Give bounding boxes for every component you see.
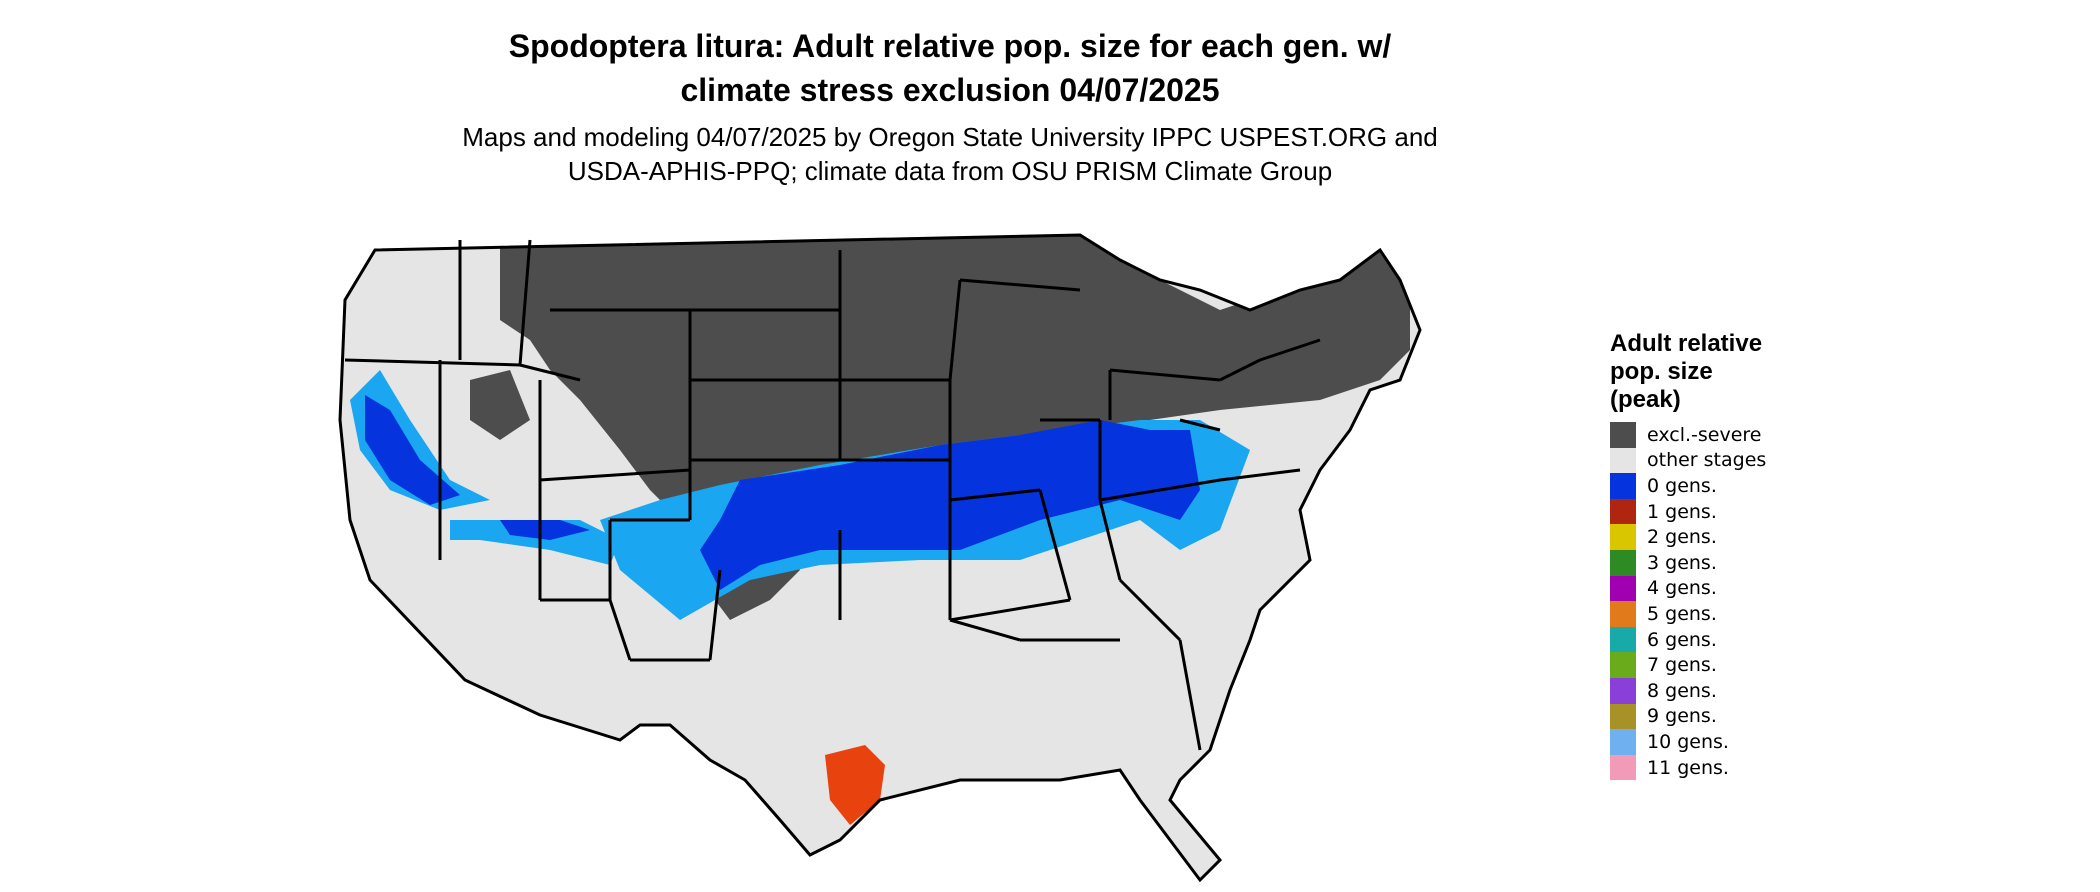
legend-label: 2 gens. — [1647, 526, 1717, 549]
legend-swatch — [1610, 652, 1636, 678]
legend-item: 7 gens. — [1610, 652, 1910, 678]
legend-title: Adult relative pop. size (peak) — [1610, 330, 1910, 414]
us-map — [338, 233, 1422, 883]
legend-swatch — [1610, 626, 1636, 653]
legend-label: other stages — [1647, 449, 1767, 472]
legend: Adult relative pop. size (peak) excl.-se… — [1610, 330, 1910, 781]
legend-item: excl.-severe — [1610, 422, 1910, 448]
legend-item: 5 gens. — [1610, 601, 1910, 627]
legend-item: 11 gens. — [1610, 754, 1910, 781]
legend-label: 3 gens. — [1647, 551, 1717, 574]
legend-item: 4 gens. — [1610, 575, 1910, 602]
legend-items: excl.-severe other stages 0 gens. 1 gens. 2 … — [1610, 422, 1910, 781]
map-title: Spodoptera litura: Adult relative pop. s… — [0, 24, 1900, 112]
legend-label: 10 gens. — [1647, 730, 1729, 753]
legend-swatch — [1610, 703, 1636, 730]
legend-item: 6 gens. — [1610, 626, 1910, 653]
legend-swatch — [1610, 422, 1636, 448]
legend-title-line: Adult relative — [1610, 330, 1763, 357]
legend-item: 3 gens. — [1610, 549, 1910, 576]
legend-item: other stages — [1610, 447, 1910, 474]
legend-label: 1 gens. — [1647, 500, 1717, 523]
subtitle-line-2: USDA-APHIS-PPQ; climate data from OSU PR… — [567, 156, 1333, 186]
legend-swatch — [1610, 447, 1636, 474]
legend-title-line: (peak) — [1610, 386, 1681, 413]
subtitle-line-1: Maps and modeling 04/07/2025 by Oregon S… — [462, 122, 1438, 152]
legend-item: 1 gens. — [1610, 498, 1910, 525]
legend-item: 2 gens. — [1610, 524, 1910, 550]
legend-item: 10 gens. — [1610, 729, 1910, 755]
legend-title-line: pop. size — [1610, 358, 1713, 385]
title-line-2: climate stress exclusion 04/07/2025 — [680, 72, 1220, 108]
map-subtitle: Maps and modeling 04/07/2025 by Oregon S… — [0, 120, 1900, 188]
legend-item: 0 gens. — [1610, 473, 1910, 499]
legend-label: 7 gens. — [1647, 654, 1717, 677]
legend-swatch — [1610, 524, 1636, 550]
legend-label: excl.-severe — [1647, 423, 1762, 446]
legend-label: 9 gens. — [1647, 705, 1717, 728]
legend-swatch — [1610, 677, 1636, 704]
legend-item: 8 gens. — [1610, 677, 1910, 704]
legend-swatch — [1610, 754, 1636, 781]
legend-label: 6 gens. — [1647, 628, 1717, 651]
legend-swatch — [1610, 549, 1636, 576]
title-line-1: Spodoptera litura: Adult relative pop. s… — [508, 28, 1392, 64]
legend-label: 4 gens. — [1647, 577, 1717, 600]
legend-label: 0 gens. — [1647, 474, 1717, 497]
legend-swatch — [1610, 498, 1636, 525]
legend-swatch — [1610, 575, 1636, 602]
legend-label: 5 gens. — [1647, 602, 1717, 625]
legend-label: 8 gens. — [1647, 679, 1717, 702]
legend-swatch — [1610, 601, 1636, 627]
legend-swatch — [1610, 729, 1636, 755]
state-borders — [338, 233, 1422, 883]
legend-item: 9 gens. — [1610, 703, 1910, 730]
legend-swatch — [1610, 473, 1636, 499]
legend-label: 11 gens. — [1647, 756, 1729, 779]
